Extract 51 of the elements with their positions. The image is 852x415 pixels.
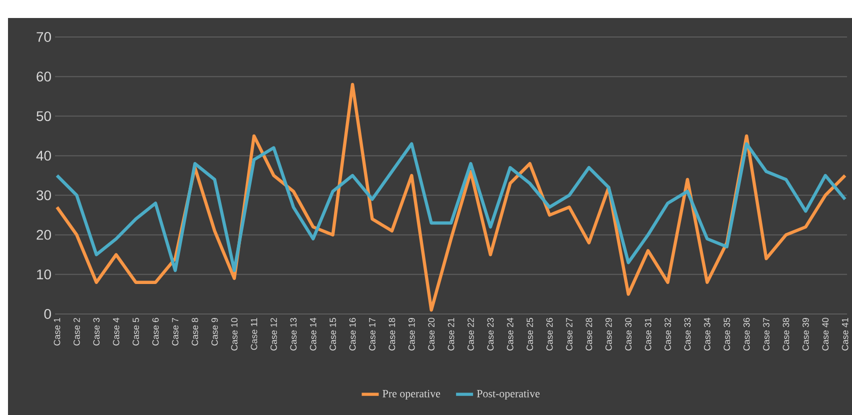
x-tick-label: Case 26 (546, 318, 553, 350)
x-tick-label: Case 32 (664, 318, 671, 350)
x-tick-label: Case 11 (250, 318, 258, 350)
x-tick-label: Case 1 (54, 318, 60, 346)
legend-label: Pre operative (382, 390, 440, 400)
x-tick-label: Case 40 (822, 318, 829, 350)
x-tick-label: Case 36 (743, 318, 750, 350)
x-tick-label: Case 31 (644, 318, 652, 350)
x-tick-label: Case 5 (132, 318, 139, 346)
x-tick-label: Case 21 (448, 318, 454, 350)
y-tick-label: 10 (37, 269, 51, 280)
x-tick-label: Case 3 (93, 318, 100, 346)
x-tick-label: Case 15 (330, 318, 336, 350)
x-tick-label: Case 27 (566, 318, 572, 350)
y-tick-label: 20 (36, 230, 51, 240)
x-tick-label: Case 9 (211, 318, 218, 346)
x-tick-label: Case 13 (290, 318, 297, 350)
x-tick-label: Case 25 (526, 318, 534, 350)
x-tick-label: Case 4 (112, 318, 120, 346)
legend-label: Post-operative (476, 390, 540, 400)
x-tick-label: Case 34 (704, 318, 710, 350)
x-tick-label: Case 22 (468, 318, 474, 350)
x-tick-label: Case 16 (349, 318, 356, 350)
x-tick-label: Case 38 (782, 318, 790, 350)
x-tick-label: Case 18 (388, 318, 396, 350)
x-tick-label: Case 29 (605, 318, 612, 350)
y-tick-label: 30 (36, 190, 51, 200)
x-tick-label: Case 35 (724, 318, 730, 350)
x-tick-label: Case 7 (172, 318, 178, 346)
x-tick-label: Case 2 (74, 318, 80, 346)
x-tick-label: Case 14 (310, 318, 316, 350)
y-tick-label: 60 (36, 72, 51, 82)
x-tick-label: Case 39 (802, 318, 809, 350)
x-tick-label: Case 10 (231, 318, 238, 350)
x-tick-label: Case 8 (192, 318, 198, 346)
x-tick-label: Case 12 (270, 318, 277, 350)
y-tick-label: 50 (36, 111, 51, 122)
y-tick-label: 70 (36, 32, 51, 42)
x-tick-label: Case 17 (369, 318, 376, 350)
y-tick-label: 0 (44, 309, 51, 319)
x-tick-label: Case 23 (487, 318, 494, 350)
x-tick-label: Case 19 (408, 318, 415, 350)
x-tick-label: Case 30 (625, 318, 632, 350)
x-tick-label: Case 6 (152, 318, 159, 346)
x-tick-label: Case 28 (586, 318, 592, 350)
x-tick-label: Case 41 (842, 318, 848, 350)
x-tick-label: Case 37 (763, 318, 770, 350)
x-tick-label: Case 24 (506, 318, 514, 350)
x-tick-label: Case 20 (428, 318, 435, 350)
y-tick-label: 40 (36, 150, 51, 161)
x-tick-label: Case 33 (684, 318, 691, 350)
